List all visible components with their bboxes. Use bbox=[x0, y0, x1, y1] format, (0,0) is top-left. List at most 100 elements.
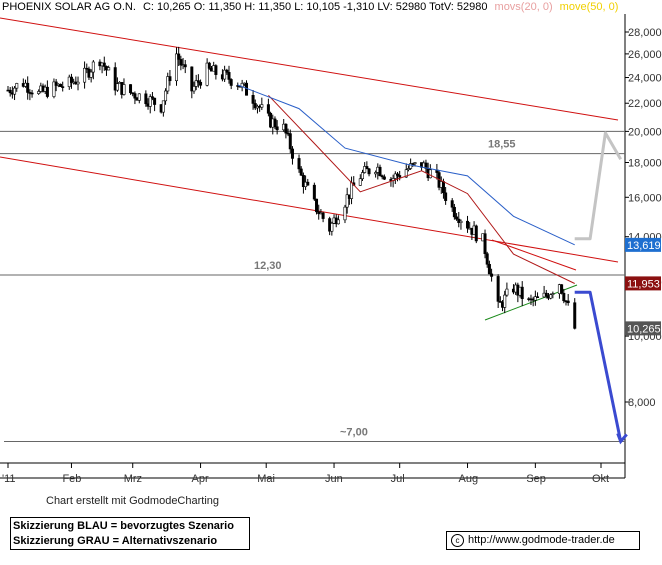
candle-body bbox=[455, 216, 459, 220]
candle-body bbox=[273, 118, 277, 128]
candle-body bbox=[59, 83, 63, 87]
candle-body bbox=[336, 219, 340, 225]
chart-header: PHOENIX SOLAR AG O.N. C: 10,265 O: 11,35… bbox=[2, 1, 618, 13]
candle-body bbox=[457, 218, 461, 223]
level-label-2: 12,30 bbox=[254, 260, 282, 272]
candle-body bbox=[503, 294, 507, 308]
candle-body bbox=[409, 163, 413, 169]
candle-body bbox=[533, 296, 537, 301]
candle-body bbox=[490, 273, 494, 277]
x-tick-label: Jun bbox=[325, 473, 343, 485]
candle-body bbox=[483, 233, 487, 255]
price-tag-label-1: 11,953 bbox=[627, 278, 660, 290]
candle-body bbox=[214, 65, 218, 75]
channel-upper-line bbox=[0, 17, 619, 121]
candle-body bbox=[536, 296, 540, 299]
scenario-sketches bbox=[574, 131, 628, 445]
x-axis-ticks: '11 Feb Mrz Apr Mai Jun Jul Aug Sep Okt bbox=[2, 463, 609, 485]
level-label-3: ~7,00 bbox=[340, 426, 368, 438]
source-url[interactable]: http://www.godmode-trader.de bbox=[468, 534, 615, 546]
y-tick-label: 20,000 bbox=[628, 126, 662, 138]
candle-body bbox=[45, 86, 49, 97]
candle-body bbox=[487, 263, 491, 275]
candle-body bbox=[297, 158, 301, 170]
candle-body bbox=[168, 76, 172, 82]
candle-body bbox=[275, 126, 279, 131]
candle-body bbox=[378, 166, 382, 177]
candle-body bbox=[194, 80, 198, 87]
candle-body bbox=[164, 90, 168, 102]
candle-body bbox=[441, 181, 445, 194]
legend-grey-scenario: Skizzierung GRAU = Alternativszenario bbox=[13, 535, 218, 547]
y-tick-label: 18,000 bbox=[628, 157, 662, 169]
candle-body bbox=[360, 172, 364, 180]
candle-body bbox=[115, 83, 119, 91]
candle-body bbox=[549, 294, 553, 299]
candle-body bbox=[520, 286, 524, 299]
candle-body bbox=[365, 166, 369, 170]
candle-body bbox=[428, 169, 432, 179]
candle-body bbox=[183, 64, 187, 68]
y-axis-ticks: 8,00010,00012,00014,00016,00018,00020,00… bbox=[625, 27, 662, 409]
candle-body bbox=[177, 53, 181, 60]
candle-body bbox=[406, 168, 410, 171]
candle-body bbox=[266, 104, 270, 114]
candle-body bbox=[223, 69, 227, 80]
candle-body bbox=[413, 162, 417, 164]
candle-body bbox=[253, 103, 257, 109]
candle-body bbox=[404, 169, 408, 178]
chart-credit: Chart erstellt mit GodmodeCharting bbox=[46, 495, 220, 507]
x-tick-label: Mai bbox=[257, 473, 275, 485]
channel-lower-line bbox=[0, 156, 619, 263]
candle-body bbox=[52, 81, 56, 97]
x-tick-label: Aug bbox=[459, 473, 479, 485]
candle-body bbox=[107, 67, 111, 71]
candle-body bbox=[199, 81, 203, 86]
candle-body bbox=[382, 176, 386, 180]
ma-line-ma20 bbox=[268, 94, 575, 284]
candle-body bbox=[260, 104, 264, 108]
candle-body bbox=[485, 253, 489, 265]
candle-body bbox=[398, 175, 402, 178]
candle-body bbox=[299, 168, 303, 176]
price-tag-label-2: 10,265 bbox=[627, 323, 661, 335]
candle-body bbox=[251, 95, 255, 104]
x-tick-label: Apr bbox=[192, 473, 209, 485]
candle-body bbox=[367, 168, 371, 175]
candle-body bbox=[290, 148, 294, 159]
candlestick-series bbox=[6, 46, 577, 330]
candle-body bbox=[466, 220, 470, 229]
candle-body bbox=[69, 76, 73, 83]
candle-body bbox=[54, 81, 58, 86]
candle-body bbox=[374, 172, 378, 175]
candle-body bbox=[444, 192, 448, 201]
candle-body bbox=[363, 166, 367, 173]
price-tag-label-0: 13,619 bbox=[627, 240, 661, 252]
candle-body bbox=[450, 200, 454, 208]
x-tick-label: Jul bbox=[391, 473, 405, 485]
candle-body bbox=[505, 288, 509, 296]
candle-body bbox=[113, 67, 117, 91]
candle-body bbox=[205, 62, 209, 86]
candle-body bbox=[343, 206, 347, 221]
candle-body bbox=[551, 293, 555, 295]
candle-body bbox=[61, 86, 65, 88]
x-tick-label: '11 bbox=[2, 473, 16, 485]
y-tick-label: 24,000 bbox=[628, 73, 662, 85]
candle-body bbox=[174, 53, 178, 82]
candle-body bbox=[321, 212, 325, 219]
candle-body bbox=[345, 194, 349, 208]
candle-body bbox=[225, 69, 229, 73]
ma20-label: movs(20, 0) bbox=[494, 1, 553, 13]
candle-body bbox=[424, 162, 428, 169]
price-tag-bg-1 bbox=[625, 276, 661, 291]
instrument-name: PHOENIX SOLAR AG O.N. bbox=[2, 1, 136, 13]
source-url-box[interactable]: c http://www.godmode-trader.de bbox=[446, 531, 640, 550]
moving-averages bbox=[237, 84, 575, 284]
candle-body bbox=[89, 71, 93, 78]
candle-body bbox=[544, 292, 548, 296]
candle-body bbox=[395, 173, 399, 176]
candle-body bbox=[102, 62, 106, 67]
copyright-icon: c bbox=[451, 533, 464, 547]
candle-body bbox=[306, 181, 310, 186]
